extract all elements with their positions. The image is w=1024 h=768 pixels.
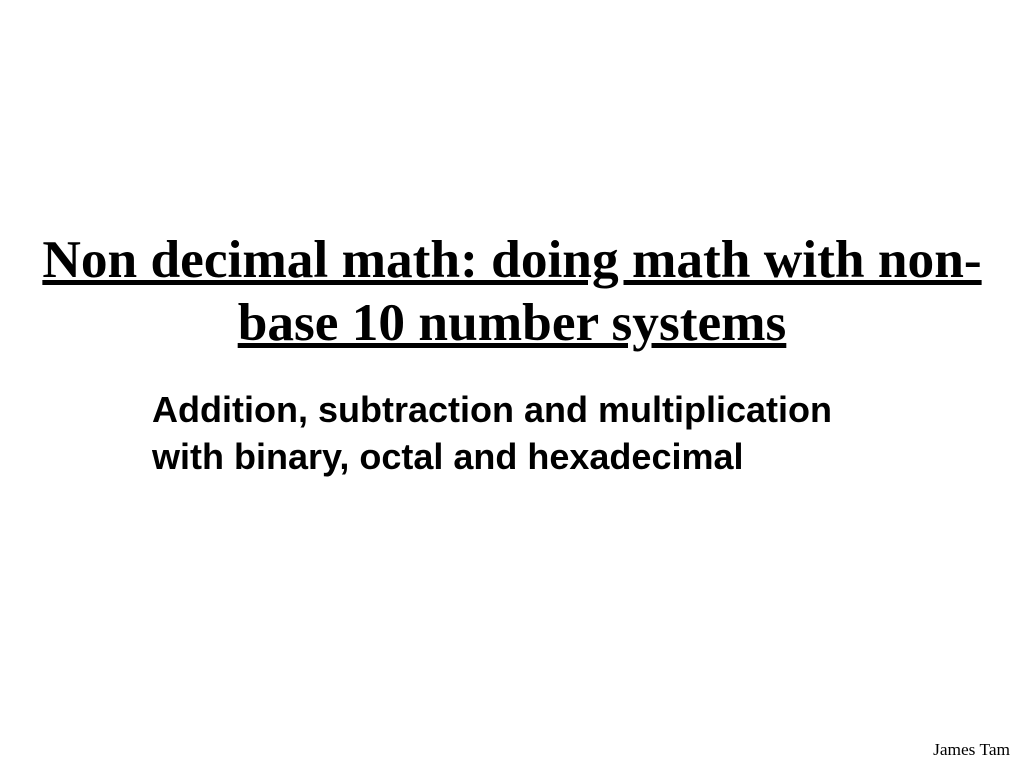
slide-title: Non decimal math: doing math with non-ba… <box>0 228 1024 354</box>
footer-author: James Tam <box>933 740 1010 760</box>
slide: Non decimal math: doing math with non-ba… <box>0 0 1024 768</box>
slide-subtitle: Addition, subtraction and multiplication… <box>152 387 872 481</box>
